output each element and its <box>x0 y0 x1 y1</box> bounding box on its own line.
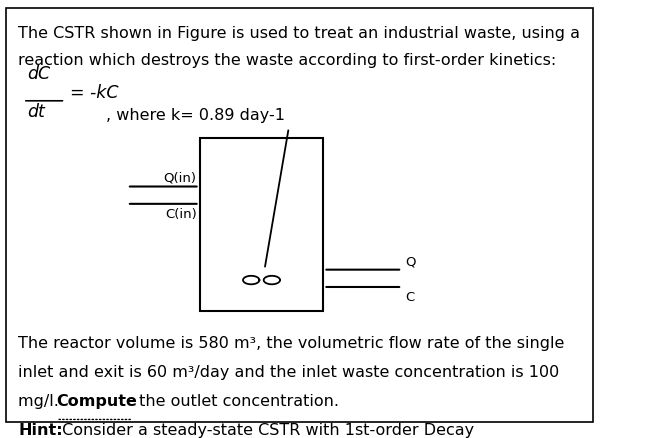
Text: reaction which destroys the waste according to first-order kinetics:: reaction which destroys the waste accord… <box>18 53 556 68</box>
FancyBboxPatch shape <box>6 8 593 423</box>
Text: The reactor volume is 580 m³, the volumetric flow rate of the single: The reactor volume is 580 m³, the volume… <box>18 335 565 350</box>
Text: mg/l.: mg/l. <box>18 393 64 408</box>
Text: dC: dC <box>27 65 51 83</box>
Text: Compute: Compute <box>56 393 137 408</box>
Text: C(in): C(in) <box>165 208 196 221</box>
Text: dt: dt <box>27 102 45 120</box>
Text: = -kC: = -kC <box>69 84 118 102</box>
Text: Q: Q <box>405 254 416 268</box>
Bar <box>200 139 324 311</box>
Text: The CSTR shown in Figure is used to treat an industrial waste, using a: The CSTR shown in Figure is used to trea… <box>18 25 580 41</box>
Text: Q(in): Q(in) <box>164 171 196 184</box>
Text: , where k= 0.89 day-1: , where k= 0.89 day-1 <box>106 108 285 123</box>
Text: inlet and exit is 60 m³/day and the inlet waste concentration is 100: inlet and exit is 60 m³/day and the inle… <box>18 364 559 379</box>
Text: Hint:: Hint: <box>18 422 63 437</box>
Text: C: C <box>405 290 414 303</box>
Text: the outlet concentration.: the outlet concentration. <box>135 393 339 408</box>
Text: Consider a steady-state CSTR with 1st-order Decay: Consider a steady-state CSTR with 1st-or… <box>57 422 474 437</box>
